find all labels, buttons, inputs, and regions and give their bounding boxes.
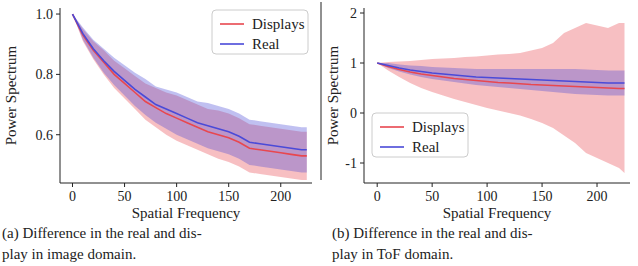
band — [73, 14, 307, 180]
line — [377, 63, 624, 83]
band — [73, 14, 307, 172]
x-tick — [487, 183, 488, 187]
divider — [321, 2, 322, 180]
legend-box — [372, 113, 468, 157]
legend-swatch — [380, 126, 404, 128]
x-tick-label: 50 — [118, 189, 132, 204]
y-axis — [364, 8, 365, 183]
x-tick-label: 150 — [218, 189, 239, 204]
legend: Displays Real — [372, 113, 468, 157]
legend-swatch — [380, 146, 404, 148]
legend-box — [212, 10, 308, 54]
line — [73, 14, 307, 156]
legend-label: Real — [252, 36, 280, 52]
panel: 0 50 100 150 200 -1 0 1 2 Spatial Frequency Power … — [325, 6, 630, 262]
y-axis — [60, 8, 61, 183]
x-tick-label: 150 — [532, 189, 553, 204]
y-tick — [360, 163, 364, 164]
y-tick-label: 0.6 — [36, 128, 54, 143]
plot-area — [377, 23, 624, 173]
y-tick — [56, 74, 60, 75]
y-axis-label: Power Spectrum — [325, 45, 341, 145]
x-tick-label: 0 — [69, 189, 76, 204]
x-tick — [176, 183, 177, 187]
y-tick — [56, 134, 60, 135]
x-tick-label: 0 — [374, 189, 381, 204]
x-tick — [597, 183, 598, 187]
y-tick-label: 1.0 — [36, 7, 54, 22]
y-tick-label: 1 — [350, 56, 357, 71]
legend-swatch — [220, 43, 244, 45]
legend-label: Displays — [252, 16, 305, 32]
x-axis — [364, 183, 630, 184]
y-tick — [56, 14, 60, 15]
caption: (a) Difference in the real and dis- — [2, 225, 202, 242]
legend-label: Real — [412, 139, 440, 155]
band — [377, 23, 624, 173]
x-tick — [280, 183, 281, 187]
y-tick-label: -1 — [345, 156, 357, 171]
y-tick-label: 0.8 — [36, 67, 54, 82]
y-tick-label: 2 — [350, 6, 357, 21]
caption: play in ToF domain. — [332, 246, 453, 262]
x-tick — [72, 183, 73, 187]
y-tick — [360, 63, 364, 64]
line — [377, 63, 624, 89]
x-tick — [124, 183, 125, 187]
x-tick-label: 50 — [425, 189, 439, 204]
caption: (b) Difference in the real and dis- — [332, 225, 532, 242]
x-tick-label: 100 — [477, 189, 498, 204]
y-tick-label: 0 — [350, 106, 357, 121]
band — [377, 63, 624, 96]
panel: 0 50 100 150 200 0.6 0.8 1.0 Spatial Frequency Po… — [2, 7, 312, 262]
legend-swatch — [220, 23, 244, 25]
figure: 0501001502000.60.81.0Spatial FrequencyPo… — [0, 0, 638, 266]
x-axis-label: Spatial Frequency — [132, 205, 241, 221]
x-tick-label: 100 — [166, 189, 187, 204]
x-tick — [377, 183, 378, 187]
x-axis-label: Spatial Frequency — [443, 205, 552, 221]
legend-label: Displays — [412, 119, 465, 135]
y-tick — [360, 13, 364, 14]
y-tick — [360, 113, 364, 114]
x-tick-label: 200 — [587, 189, 608, 204]
plot-area — [73, 14, 307, 180]
caption: play in image domain. — [2, 246, 136, 262]
x-tick — [542, 183, 543, 187]
x-tick-label: 200 — [270, 189, 291, 204]
x-tick — [432, 183, 433, 187]
y-axis-label: Power Spectrum — [3, 45, 19, 145]
legend: Displays Real — [212, 10, 308, 54]
x-axis — [60, 183, 312, 184]
x-tick — [228, 183, 229, 187]
